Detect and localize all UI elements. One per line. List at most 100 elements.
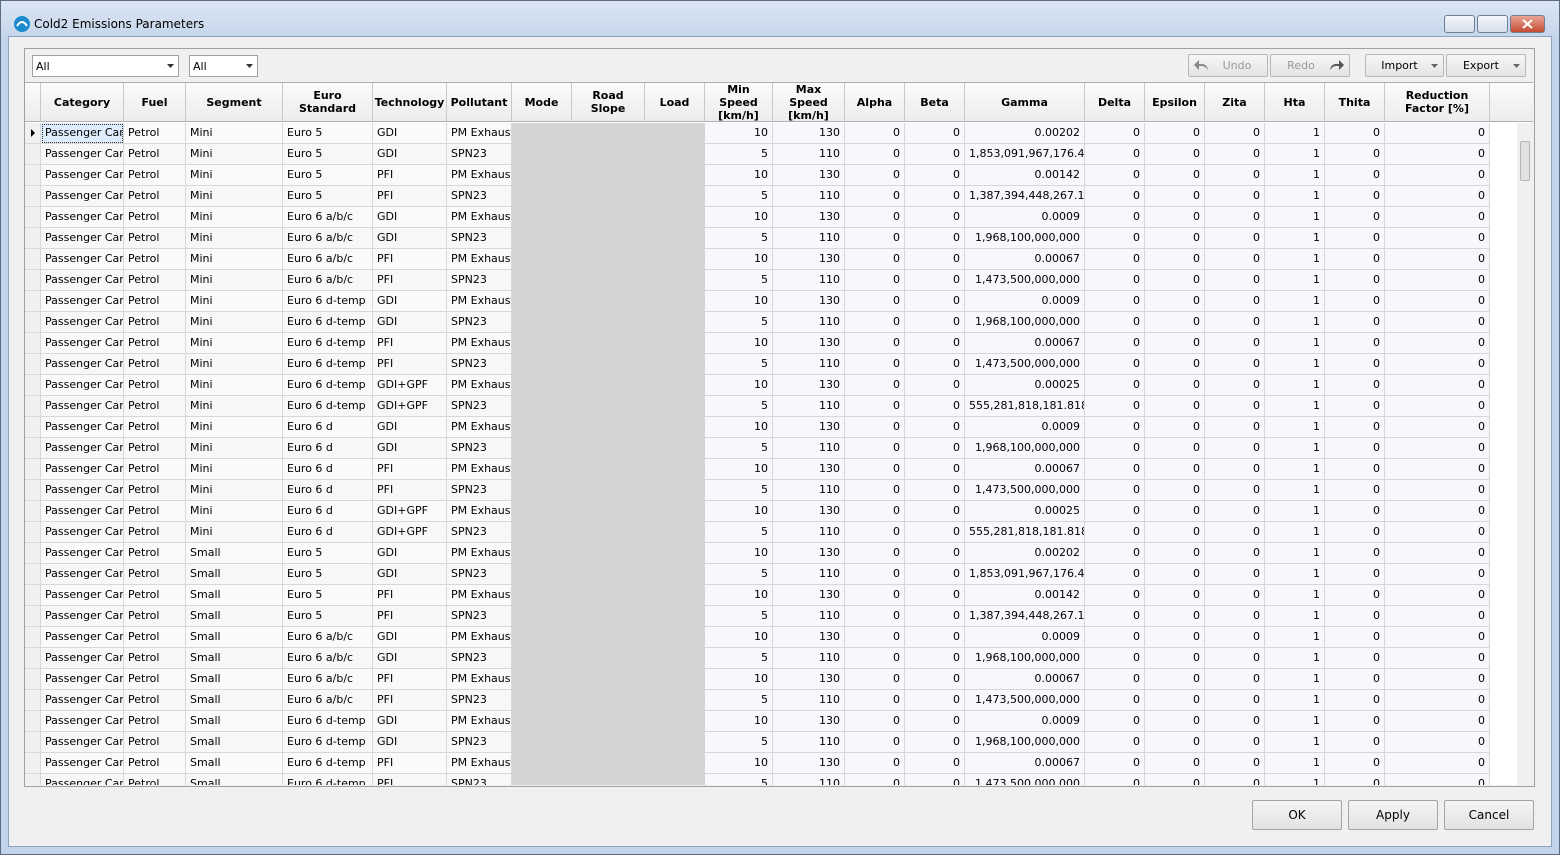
- cell[interactable]: 1,387,394,448,267.14: [965, 186, 1085, 207]
- cell[interactable]: 0: [1325, 291, 1385, 312]
- cell[interactable]: 1: [1265, 522, 1325, 543]
- cell[interactable]: 0: [1205, 228, 1265, 249]
- cell[interactable]: 1,473,500,000,000: [965, 270, 1085, 291]
- cell[interactable]: Petrol: [124, 186, 186, 207]
- cell[interactable]: 0: [1385, 522, 1490, 543]
- cell[interactable]: 0: [1145, 732, 1205, 753]
- cell[interactable]: Passenger Cars: [41, 585, 124, 606]
- cell[interactable]: 0: [1085, 753, 1145, 774]
- cell[interactable]: 0: [1145, 207, 1205, 228]
- cell[interactable]: Euro 6 d: [283, 459, 373, 480]
- cell[interactable]: 0: [1325, 333, 1385, 354]
- cell[interactable]: 0: [1205, 732, 1265, 753]
- cell[interactable]: 0: [905, 123, 965, 144]
- column-header[interactable]: Alpha: [845, 83, 905, 122]
- cell[interactable]: 0.00067: [965, 459, 1085, 480]
- cell[interactable]: 0: [905, 753, 965, 774]
- cell[interactable]: 1: [1265, 144, 1325, 165]
- cell[interactable]: SPN23: [447, 732, 512, 753]
- cell[interactable]: Mini: [186, 228, 283, 249]
- cell[interactable]: 1: [1265, 270, 1325, 291]
- cell[interactable]: 10: [705, 585, 773, 606]
- column-header[interactable]: Min Speed [km/h]: [705, 83, 773, 122]
- cell[interactable]: Mini: [186, 501, 283, 522]
- cancel-button[interactable]: Cancel: [1444, 800, 1534, 830]
- column-header[interactable]: Gamma: [965, 83, 1085, 122]
- cell[interactable]: GDI+GPF: [373, 501, 447, 522]
- cell[interactable]: PM Exhaust: [447, 249, 512, 270]
- cell[interactable]: 1: [1265, 753, 1325, 774]
- cell[interactable]: 0: [845, 543, 905, 564]
- cell[interactable]: 0: [905, 438, 965, 459]
- cell[interactable]: 10: [705, 249, 773, 270]
- cell[interactable]: Euro 6 a/b/c: [283, 249, 373, 270]
- cell[interactable]: Passenger Cars: [41, 417, 124, 438]
- cell[interactable]: 10: [705, 417, 773, 438]
- cell[interactable]: 130: [773, 501, 845, 522]
- cell[interactable]: 555,281,818,181.818: [965, 522, 1085, 543]
- cell[interactable]: 0: [1085, 522, 1145, 543]
- cell[interactable]: Euro 6 d-temp: [283, 396, 373, 417]
- cell[interactable]: Passenger Cars: [41, 606, 124, 627]
- cell[interactable]: PM Exhaust: [447, 123, 512, 144]
- cell[interactable]: 0: [1085, 375, 1145, 396]
- cell[interactable]: 0: [845, 690, 905, 711]
- cell[interactable]: 10: [705, 459, 773, 480]
- cell[interactable]: Euro 6 d-temp: [283, 312, 373, 333]
- cell[interactable]: 0: [1385, 333, 1490, 354]
- cell[interactable]: 0: [1205, 606, 1265, 627]
- cell[interactable]: 0: [1145, 375, 1205, 396]
- cell[interactable]: 110: [773, 396, 845, 417]
- cell[interactable]: 0: [1385, 459, 1490, 480]
- cell[interactable]: 0: [845, 564, 905, 585]
- column-header[interactable]: Road Slope: [572, 83, 645, 122]
- cell[interactable]: Euro 6 d-temp: [283, 774, 373, 785]
- cell[interactable]: SPN23: [447, 774, 512, 785]
- cell[interactable]: 0: [905, 312, 965, 333]
- column-header[interactable]: Technology: [373, 83, 447, 122]
- cell[interactable]: Passenger Cars: [41, 690, 124, 711]
- cell[interactable]: 0: [905, 291, 965, 312]
- cell[interactable]: PM Exhaust: [447, 585, 512, 606]
- cell[interactable]: SPN23: [447, 480, 512, 501]
- cell[interactable]: Petrol: [124, 144, 186, 165]
- cell[interactable]: Passenger Cars: [41, 648, 124, 669]
- cell[interactable]: 0: [1205, 501, 1265, 522]
- cell[interactable]: 0: [1145, 480, 1205, 501]
- cell[interactable]: 0: [1145, 648, 1205, 669]
- cell[interactable]: Mini: [186, 417, 283, 438]
- cell[interactable]: 0: [1385, 627, 1490, 648]
- cell[interactable]: Euro 6 d: [283, 501, 373, 522]
- cell[interactable]: Mini: [186, 375, 283, 396]
- cell[interactable]: Euro 6 d-temp: [283, 333, 373, 354]
- cell[interactable]: Small: [186, 606, 283, 627]
- cell[interactable]: Passenger Cars: [41, 753, 124, 774]
- cell[interactable]: Petrol: [124, 627, 186, 648]
- cell[interactable]: 130: [773, 207, 845, 228]
- cell[interactable]: 0: [905, 333, 965, 354]
- cell[interactable]: 0: [1205, 144, 1265, 165]
- cell[interactable]: Euro 6 a/b/c: [283, 648, 373, 669]
- cell[interactable]: Passenger Cars: [41, 669, 124, 690]
- scrollbar-thumb[interactable]: [1520, 141, 1530, 181]
- cell[interactable]: 0: [1145, 228, 1205, 249]
- cell[interactable]: 110: [773, 774, 845, 785]
- cell[interactable]: 0: [1385, 249, 1490, 270]
- cell[interactable]: 0: [1085, 606, 1145, 627]
- cell[interactable]: 110: [773, 438, 845, 459]
- cell[interactable]: 1: [1265, 438, 1325, 459]
- cell[interactable]: Mini: [186, 186, 283, 207]
- cell[interactable]: Mini: [186, 207, 283, 228]
- cell[interactable]: 0: [1205, 627, 1265, 648]
- cell[interactable]: 0: [1205, 564, 1265, 585]
- cell[interactable]: 5: [705, 522, 773, 543]
- cell[interactable]: Petrol: [124, 417, 186, 438]
- cell[interactable]: 0: [905, 354, 965, 375]
- cell[interactable]: Petrol: [124, 732, 186, 753]
- cell[interactable]: 5: [705, 774, 773, 785]
- cell[interactable]: 130: [773, 375, 845, 396]
- cell[interactable]: 1: [1265, 354, 1325, 375]
- cell[interactable]: 0: [1085, 333, 1145, 354]
- cell[interactable]: 0.00067: [965, 669, 1085, 690]
- cell[interactable]: 0: [1085, 564, 1145, 585]
